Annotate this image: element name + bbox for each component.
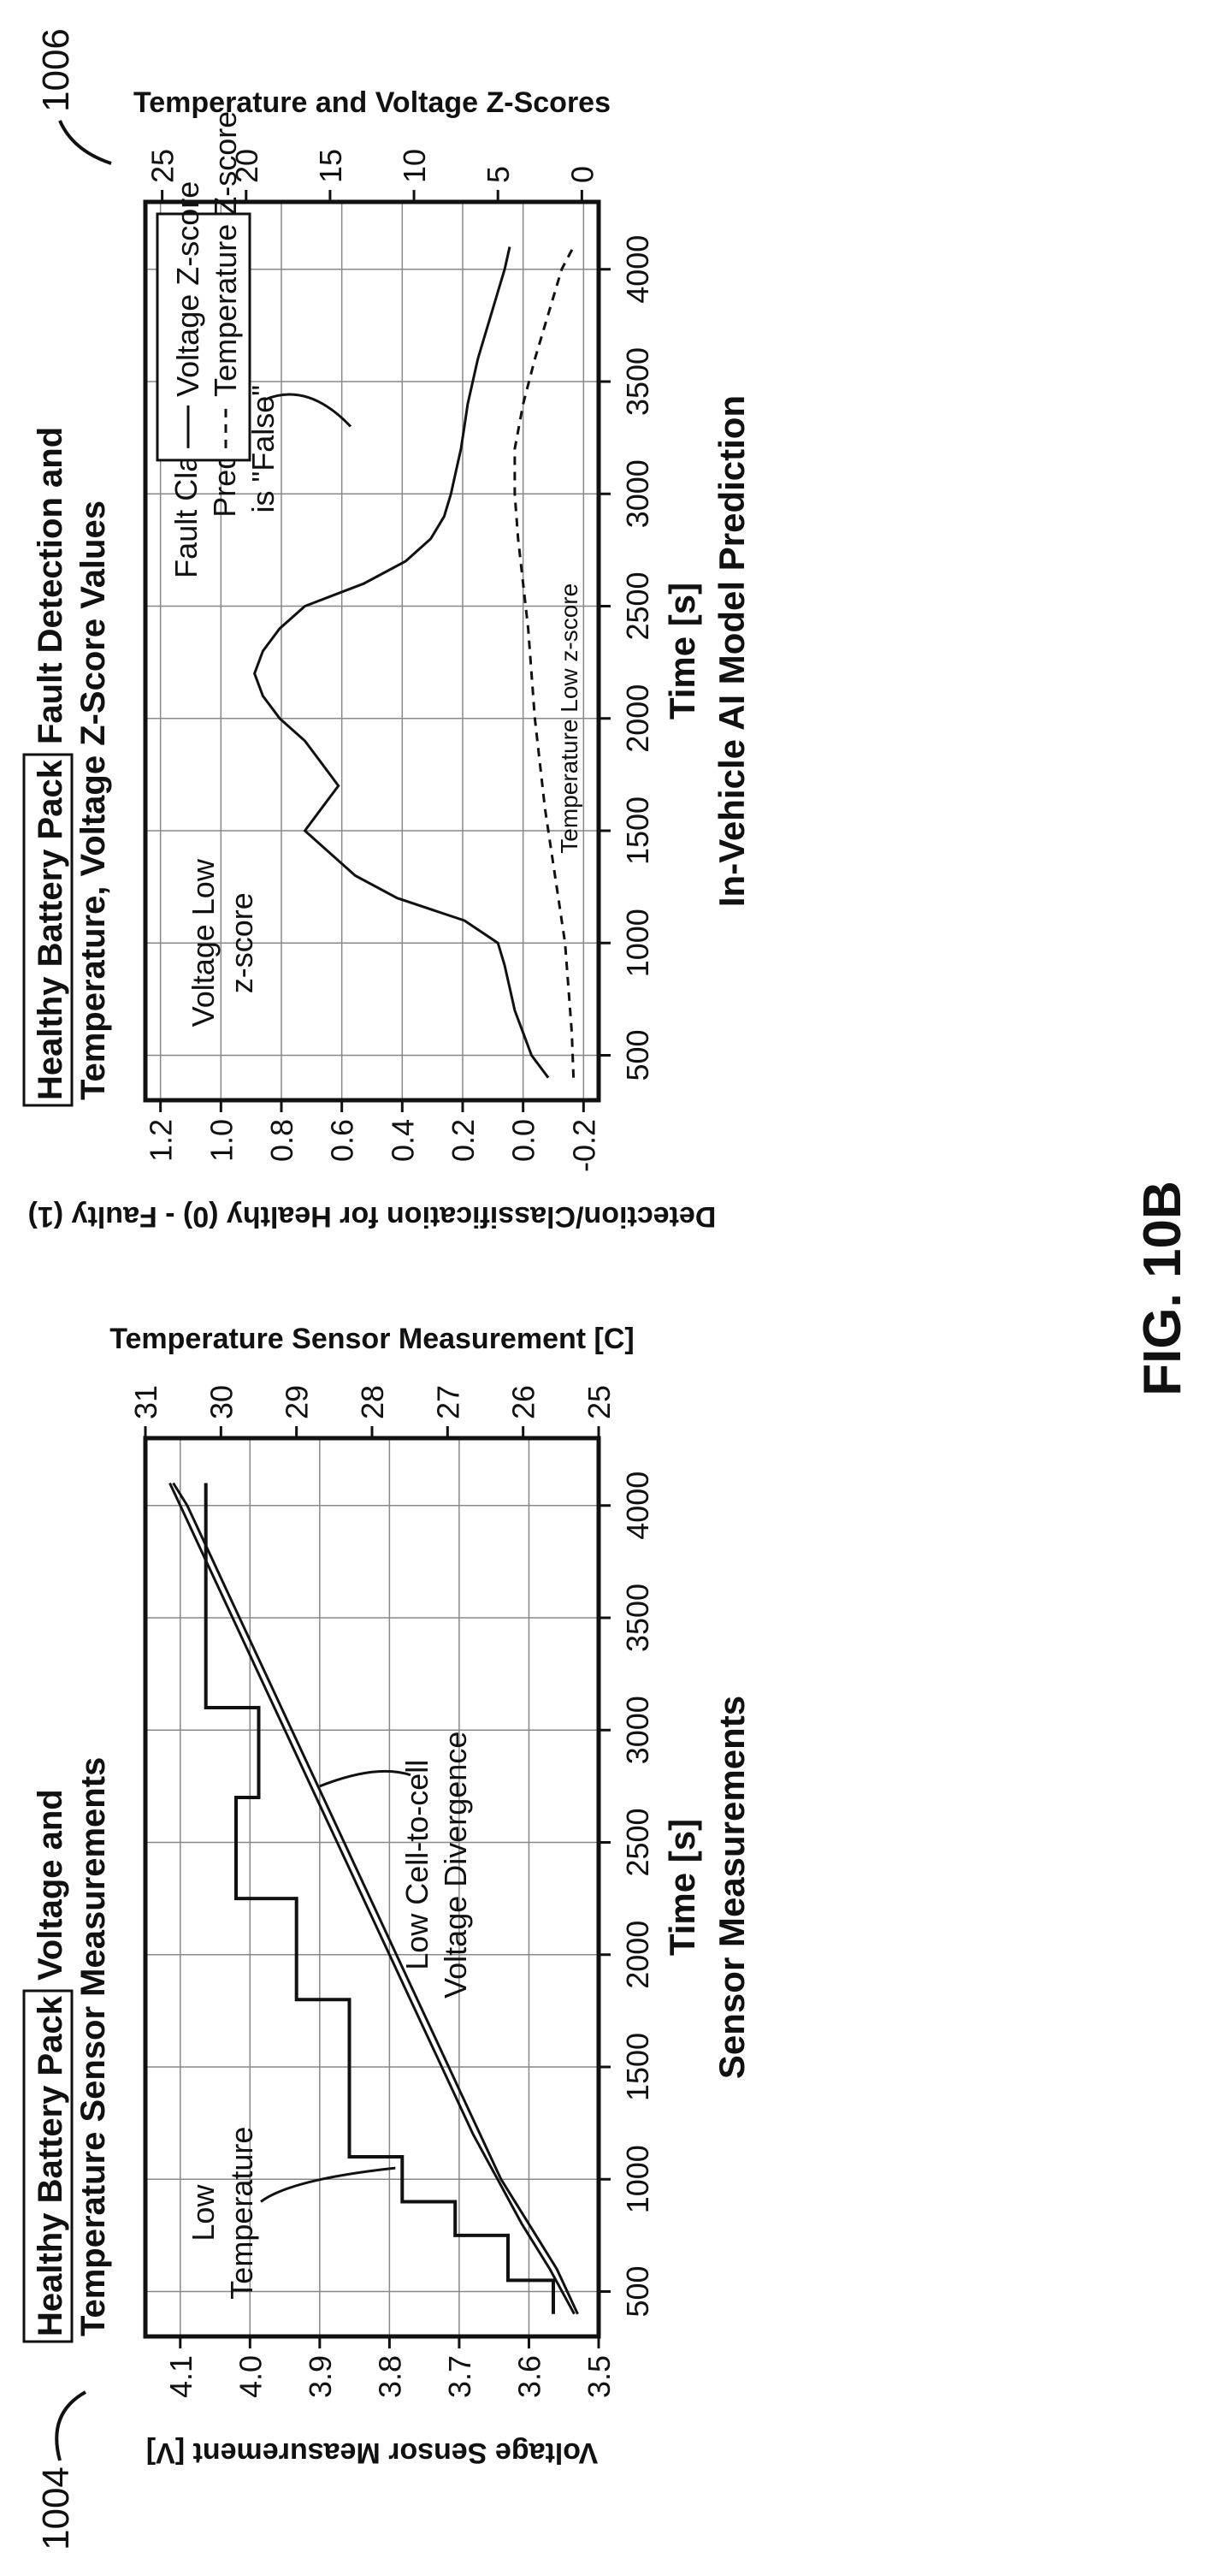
title-box (22, 753, 74, 1107)
plot-frame (143, 199, 601, 1103)
series-voltage-cell-b (168, 1482, 576, 2315)
ref-arrow-1004 (55, 2390, 86, 2461)
y-tick-label-left: 0.8 (264, 1119, 299, 1162)
y-tick-label-left: 4.0 (233, 2355, 268, 2398)
legend-label-temperature: Temperature Z-score (208, 111, 243, 397)
panel-caption: Sensor Measurements (712, 1696, 752, 2079)
title-line2-text: Temperature Sensor Measurements (74, 1757, 112, 2336)
y-tick-label-right: 30 (204, 1385, 239, 1419)
x-tick-label: 3500 (620, 347, 655, 416)
y-tick-label-left: 1.2 (144, 1119, 179, 1162)
y-tick-label-right: 15 (313, 149, 348, 183)
x-tick-label: 3000 (620, 1696, 655, 1764)
y-tick-label-left: 3.5 (582, 2355, 617, 2398)
y-tick-label-right: 26 (506, 1385, 541, 1419)
x-tick-label: 4000 (620, 1472, 655, 1540)
y-tick-label-right: 28 (355, 1385, 390, 1419)
y-tick-label-right: 29 (280, 1385, 315, 1419)
y-tick-label-right: 31 (128, 1385, 163, 1419)
x-tick-label: 3500 (620, 1584, 655, 1652)
legend-box (156, 212, 251, 462)
annotation-low-temp-1: Low (186, 2184, 221, 2241)
figure-label: FIG. 10B (1133, 1181, 1192, 1396)
x-tick-label: 1500 (620, 796, 655, 865)
y-axis-label-right: Temperature Sensor Measurement [C] (109, 1323, 634, 1355)
title-boxed-text: Healthy Battery Pack (32, 759, 69, 1100)
ref-arrow-1006 (58, 120, 112, 165)
y-axis-label-left: Voltage Sensor Measurement [V] (146, 2437, 598, 2469)
y-tick-label-left: 3.6 (511, 2355, 546, 2398)
x-tick-label: 3000 (620, 459, 655, 528)
series-temperature-z-score (513, 246, 576, 1078)
y-tick-label-left: 3.9 (303, 2355, 338, 2398)
title-boxed-text: Healthy Battery Pack (32, 1995, 69, 2336)
y-tick-label-right: 25 (582, 1385, 617, 1419)
y-tick-label-left: 3.7 (442, 2355, 477, 2398)
x-tick-label: 1000 (620, 909, 655, 977)
rotated-figure: 1004 1006 FIG. 10B Healthy Battery Pack Volt… (22, 28, 1192, 2550)
x-axis-label: Time [s] (662, 583, 702, 720)
x-tick-label: 500 (620, 1029, 655, 1081)
x-tick-label: 500 (620, 2265, 655, 2317)
y-tick-label-left: 3.8 (372, 2355, 407, 2398)
x-tick-label: 2000 (620, 684, 655, 753)
x-tick-label: 2000 (620, 1921, 655, 1989)
legend-label-voltage: Voltage Z-score (170, 181, 205, 397)
annotation-divergence-1: Low Cell-to-cell (399, 1760, 434, 1970)
title-rest-text: Voltage and (32, 1789, 69, 1981)
x-tick-label: 4000 (620, 235, 655, 304)
y-tick-label-right: 20 (229, 149, 264, 183)
x-tick-label: 2500 (620, 1808, 655, 1876)
y-axis-label-left: Detection/Classification for Healthy (0)… (28, 1200, 717, 1233)
y-tick-label-left: 1.0 (204, 1119, 239, 1162)
annotation-temperature-low: Temperature Low z-score (556, 583, 582, 854)
ref-numeral-1004: 1004 (35, 2466, 77, 2550)
panel-caption: In-Vehicle AI Model Prediction (712, 395, 752, 907)
x-tick-label: 2500 (620, 571, 655, 640)
annotation-voltage-low-1: Voltage Low (186, 858, 221, 1027)
y-tick-label-left: 4.1 (163, 2355, 198, 2398)
title-box (22, 1989, 74, 2343)
ref-numeral-1006: 1006 (35, 28, 77, 112)
series-voltage-cell-a (172, 1482, 579, 2315)
y-tick-label-left: -0.2 (566, 1119, 601, 1172)
y-tick-label-left: 0.0 (506, 1119, 541, 1162)
y-tick-label-right: 0 (564, 166, 600, 183)
y-axis-label-right: Temperature and Voltage Z-Scores (133, 86, 611, 119)
y-tick-label-left: 0.6 (325, 1119, 360, 1162)
annotation-low-temp-2: Temperature (224, 2127, 259, 2300)
title-line2-text: Temperature, Voltage Z-Score Values (74, 500, 112, 1100)
series-voltage-z-score (252, 246, 550, 1079)
annotation-divergence-2: Voltage Divergence (438, 1732, 473, 1999)
annotation-voltage-low-2: z-score (224, 892, 259, 993)
y-tick-label-right: 5 (481, 166, 516, 183)
x-tick-label: 1000 (620, 2145, 655, 2213)
y-tick-label-right: 10 (397, 149, 432, 183)
title-rest-text: Fault Detection and (32, 427, 69, 744)
x-axis-label: Time [s] (662, 1819, 702, 1956)
y-tick-label-right: 27 (430, 1385, 465, 1419)
x-tick-label: 1500 (620, 2033, 655, 2101)
annotation-arrow-low-temp (260, 2166, 396, 2203)
annotation-fault-class-3: is "False" (245, 385, 281, 513)
annotation-arrow-fault-class (264, 393, 352, 428)
y-tick-label-right: 25 (145, 149, 180, 183)
y-tick-label-left: 0.4 (385, 1119, 420, 1162)
y-tick-label-left: 0.2 (446, 1119, 481, 1162)
annotation-arrow-divergence (319, 1769, 411, 1788)
series-temperature-step (204, 1483, 555, 2314)
